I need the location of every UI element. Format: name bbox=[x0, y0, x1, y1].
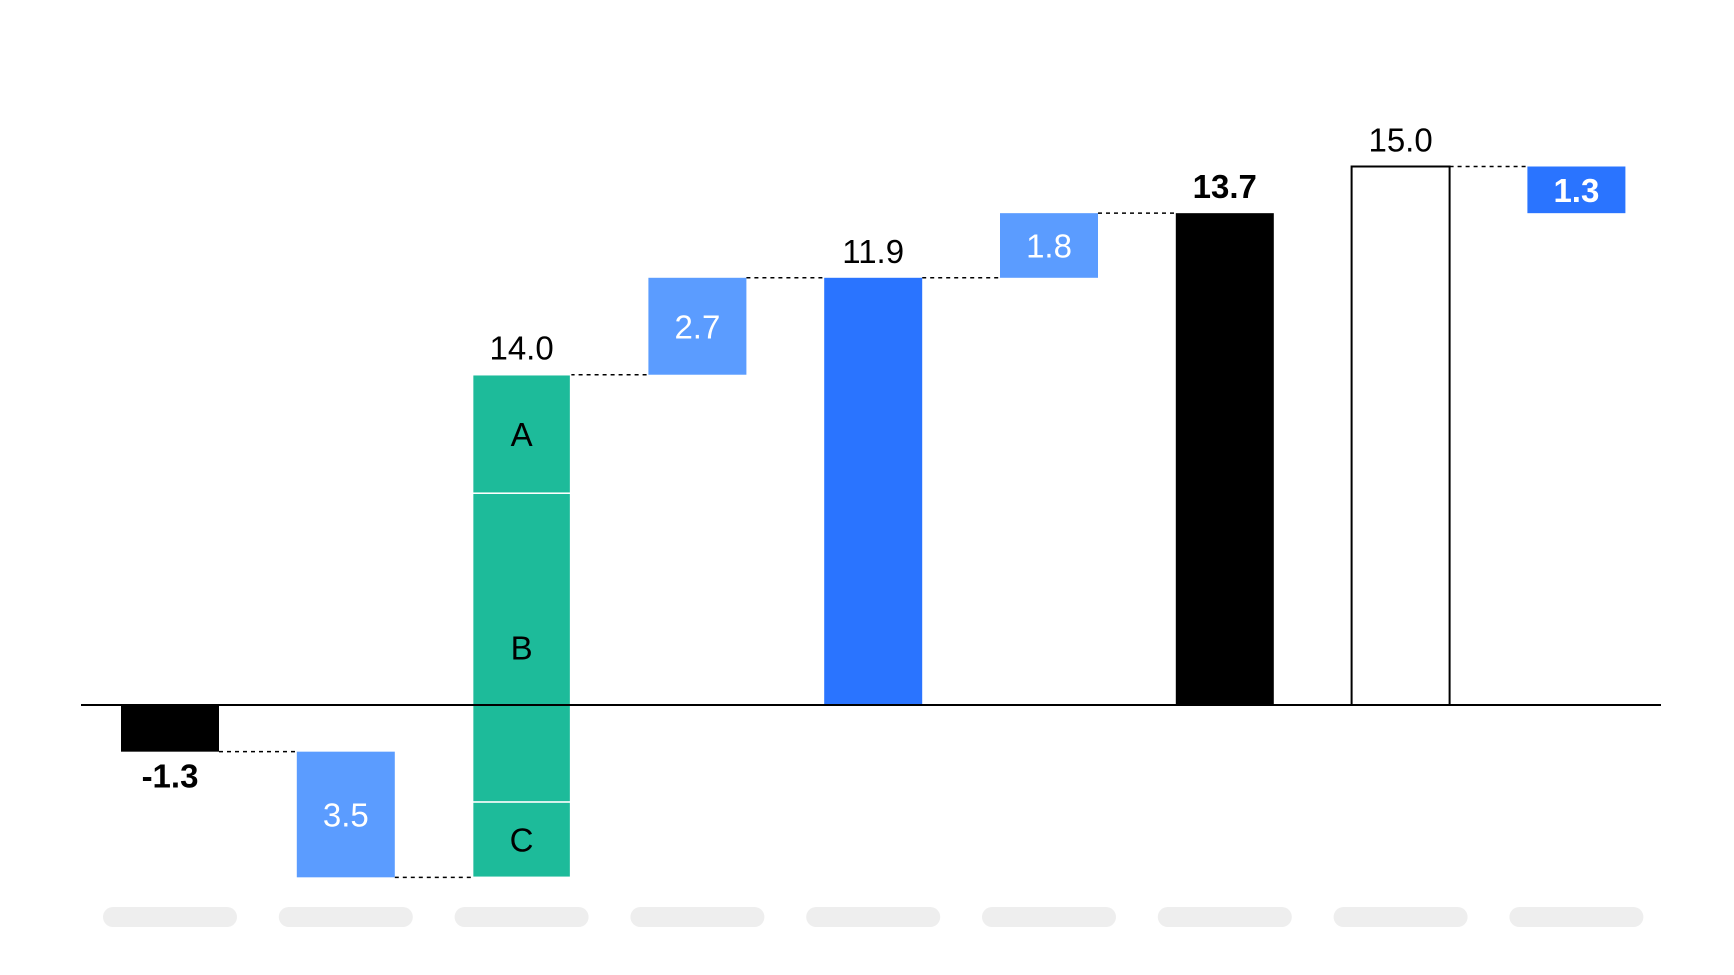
value-label-3: 14.0 bbox=[489, 330, 553, 367]
x-axis-placeholder-7 bbox=[1157, 907, 1292, 927]
x-axis-placeholder-8 bbox=[1333, 907, 1468, 927]
value-label-8: 15.0 bbox=[1368, 122, 1432, 159]
bar-1 bbox=[121, 705, 219, 752]
bar-5 bbox=[824, 277, 923, 705]
bar-2 bbox=[296, 751, 395, 878]
bar-9 bbox=[1527, 166, 1626, 214]
bar-4 bbox=[648, 277, 747, 375]
value-label-7: 13.7 bbox=[1193, 168, 1257, 205]
value-labels: -1.3 3.5 C B A 14.0 2.7 11.9 1.8 13.7 15.0 1.3 bbox=[142, 122, 1600, 859]
x-axis-label-placeholders bbox=[103, 907, 1644, 927]
x-axis-placeholder-4 bbox=[630, 907, 765, 927]
value-label-6: 1.8 bbox=[1026, 227, 1072, 264]
x-axis-placeholder-2 bbox=[278, 907, 413, 927]
bar-segment-C bbox=[471, 801, 572, 879]
bar-8 bbox=[1350, 165, 1451, 706]
x-axis-placeholder-5 bbox=[806, 907, 941, 927]
x-axis-placeholder-3 bbox=[454, 907, 589, 927]
value-label-2: 3.5 bbox=[323, 796, 369, 833]
x-axis-placeholder-6 bbox=[982, 907, 1116, 927]
value-label-4: 2.7 bbox=[674, 308, 720, 345]
connector-lines bbox=[219, 165, 1528, 879]
x-axis-placeholder-1 bbox=[103, 907, 237, 927]
value-label-1: -1.3 bbox=[142, 758, 199, 795]
bars-group bbox=[121, 165, 1626, 879]
x-axis-placeholder-9 bbox=[1509, 907, 1644, 927]
segment-label-A: A bbox=[511, 416, 533, 453]
bar-6 bbox=[1000, 213, 1098, 278]
segment-label-C: C bbox=[510, 822, 534, 859]
segment-label-B: B bbox=[511, 630, 533, 667]
bar-segment-A bbox=[471, 373, 572, 494]
value-label-5: 11.9 bbox=[842, 233, 904, 270]
bar-7 bbox=[1175, 213, 1274, 706]
value-label-9: 1.3 bbox=[1553, 172, 1599, 209]
